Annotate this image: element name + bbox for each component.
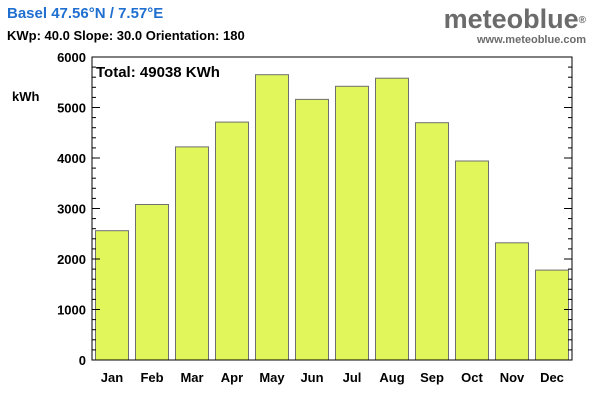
bar-aug [375,77,409,361]
x-tick-label-mar: Mar [180,370,203,385]
x-label-layer: Jan Feb Mar Apr May Jun Jul Aug Sep Oct Nov Dec [101,370,564,385]
bar-mar [175,146,209,361]
bar-feb [135,204,169,361]
bar-oct [455,160,489,361]
y-tick-layer: 0 1000 2000 3000 4000 5000 6000 [57,50,572,368]
x-tick-label-aug: Aug [379,370,404,385]
bar-jul [335,85,369,361]
bar-jun [295,98,329,361]
x-tick-label-dec: Dec [540,370,564,385]
bar-apr [215,121,249,361]
bar-nov [495,242,529,361]
y-tick-label-0: 0 [79,353,86,368]
registered-mark: ® [578,15,586,26]
bar-may [255,74,289,361]
plot-frame [91,56,573,361]
bar-dec [535,269,569,361]
chart-total: Total: 49038 KWh [96,64,220,81]
location-title: Basel 47.56°N / 7.57°E [7,5,164,22]
x-tick-label-sep: Sep [420,370,444,385]
bar-jan [95,230,129,361]
x-tick-label-may: May [259,370,285,385]
y-tick-label-5000: 5000 [57,101,86,116]
x-tick-label-oct: Oct [461,370,483,385]
bars-layer [95,74,569,361]
brand-logo[interactable]: meteoblue® www.meteoblue.com [444,4,586,46]
system-parameters: KWp: 40.0 Slope: 30.0 Orientation: 180 [7,28,245,43]
brand-name: meteoblue [443,4,579,34]
x-tick-label-nov: Nov [500,370,525,385]
x-tick-label-jul: Jul [343,370,362,385]
y-tick-label-6000: 6000 [57,50,86,65]
y-tick-label-1000: 1000 [57,303,86,318]
y-axis-label: kWh [12,89,40,104]
x-tick-label-apr: Apr [221,370,243,385]
y-tick-label-4000: 4000 [57,151,86,166]
x-tick-label-jan: Jan [101,370,123,385]
brand-url: www.meteoblue.com [476,34,586,46]
y-tick-label-2000: 2000 [57,252,86,267]
x-tick-label-jun: Jun [300,370,323,385]
bar-sep [415,122,449,361]
x-tick-label-feb: Feb [140,370,163,385]
y-tick-label-3000: 3000 [57,202,86,217]
brand-name-row: meteoblue® [444,4,586,34]
